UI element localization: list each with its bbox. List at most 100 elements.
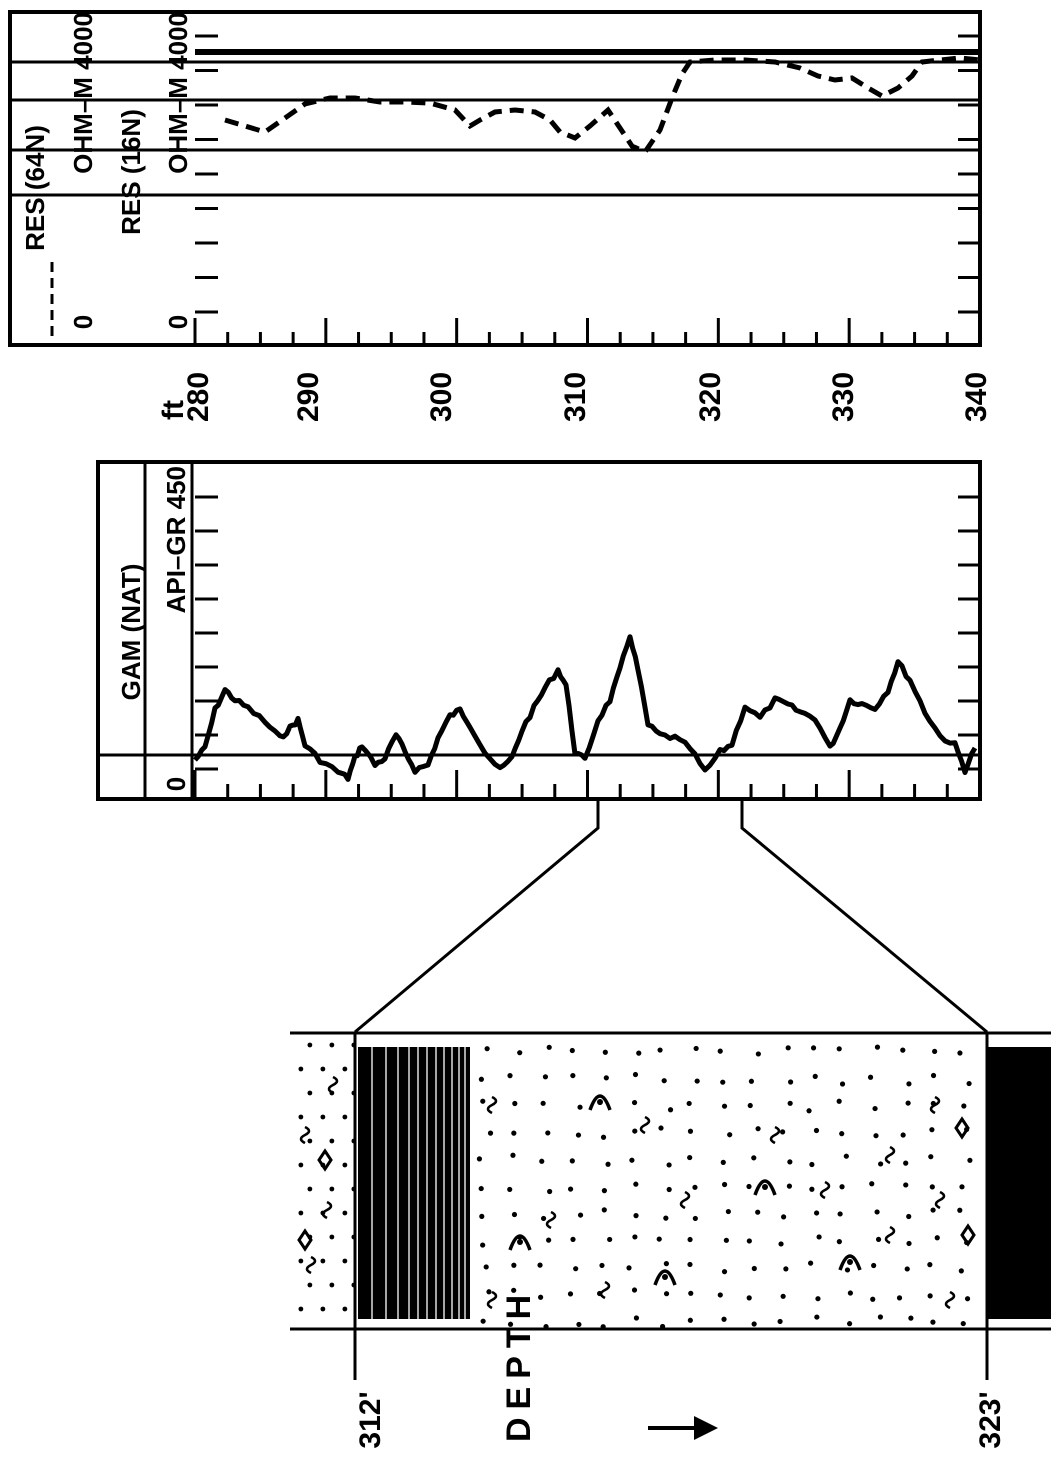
connector-right: [740, 799, 988, 1034]
sand-dot: [329, 1186, 335, 1192]
sand-dot: [748, 1078, 755, 1084]
sand-dot: [479, 1213, 485, 1219]
res16-scale-max: OHM–M 4000: [163, 12, 193, 174]
sand-dot: [693, 1045, 699, 1052]
resistivity-grid-ticks: [193, 34, 982, 345]
sand-dot: [908, 1315, 914, 1321]
sand-dot: [632, 1128, 638, 1134]
sand-dot: [507, 1073, 513, 1079]
sand-dot: [320, 1114, 326, 1120]
sand-dot: [657, 1047, 663, 1053]
sand-dot: [806, 1108, 812, 1114]
depth-tick-label: 310: [559, 372, 592, 422]
sand-dot: [539, 1158, 545, 1164]
sand-dot: [511, 1211, 518, 1218]
sand-dot: [573, 1266, 579, 1272]
sand-dot: [877, 1314, 883, 1320]
depth-tick-label: 300: [425, 372, 458, 422]
sand-dot: [329, 1042, 335, 1048]
sand-dot: [687, 1236, 693, 1243]
sand-dot: [721, 1269, 728, 1275]
sand-dot: [666, 1186, 672, 1193]
sand-dot: [725, 1208, 731, 1215]
sand-dot: [844, 1267, 851, 1273]
sand-dot: [721, 1181, 728, 1188]
core-bottom-depth: 323': [974, 1391, 1007, 1448]
sand-dot: [567, 1186, 574, 1192]
sand-dot: [867, 1074, 874, 1080]
gamma-track: GAM (NAT) 0 API–GR 450: [96, 460, 982, 801]
sand-dot: [329, 1138, 335, 1144]
sand-dot: [636, 1050, 642, 1056]
tilde-symbol-icon: [486, 1290, 498, 1310]
depth-tick-label: 340: [960, 372, 993, 422]
sand-dot: [480, 1318, 486, 1324]
sand-dot: [484, 1046, 490, 1052]
tilde-symbol-icon: [599, 1280, 611, 1300]
sand-dot: [546, 1237, 552, 1243]
lithology-symbols: [297, 1075, 976, 1310]
sand-dot: [600, 1134, 607, 1140]
sand-dot: [930, 1072, 937, 1079]
sand-dot: [476, 1156, 483, 1162]
fossil-symbol-icon: [753, 1179, 777, 1196]
sand-dot: [511, 1262, 517, 1268]
fossil-symbol-dot: [597, 1099, 603, 1105]
diamond-symbol-icon: [960, 1223, 976, 1247]
sand-dot: [667, 1107, 674, 1113]
core-top-depth: 312': [354, 1391, 387, 1448]
sand-dot: [329, 1234, 335, 1240]
sand-dot: [780, 1129, 786, 1135]
sand-dot: [873, 1133, 879, 1139]
sand-dot: [537, 1262, 543, 1268]
sand-dot: [633, 1181, 639, 1187]
sand-dot: [599, 1262, 605, 1269]
sand-dot: [957, 1207, 963, 1213]
sand-dot: [928, 1154, 934, 1160]
sand-dot: [846, 1321, 853, 1327]
sand-dot: [721, 1316, 727, 1322]
sand-dot: [809, 1186, 815, 1192]
sand-dot: [843, 1153, 849, 1159]
tilde-symbol-icon: [944, 1290, 956, 1310]
sand-dot: [836, 1098, 842, 1104]
depth-tick-label: 290: [292, 372, 325, 422]
sand-dot: [298, 1258, 304, 1264]
depth-arrow-label: DEPTH: [500, 1287, 538, 1442]
sand-dot: [787, 1159, 793, 1165]
sand-dot: [778, 1241, 784, 1247]
sand-dot: [871, 1262, 877, 1269]
sand-dot: [542, 1074, 549, 1080]
sand-dot: [658, 1125, 664, 1131]
fossil-symbol-icon: [588, 1094, 612, 1111]
sand-dot: [720, 1079, 726, 1085]
sand-dot: [957, 1050, 963, 1056]
tilde-symbol-icon: [486, 1095, 498, 1115]
sand-dot: [298, 1162, 304, 1168]
sand-dot: [320, 1066, 326, 1072]
sand-dot: [967, 1157, 973, 1163]
sand-dot: [307, 1090, 313, 1096]
sand-dot: [721, 1103, 728, 1109]
sand-dot: [342, 1114, 348, 1120]
sand-dot: [717, 1048, 723, 1054]
sand-dot: [687, 1317, 693, 1323]
sand-dot: [342, 1210, 348, 1216]
fossil-symbol-dot: [517, 1239, 523, 1245]
sand-dot: [607, 1236, 613, 1243]
sand-dot: [787, 1079, 794, 1085]
sand-dot: [307, 1042, 313, 1048]
depth-tick-label: 330: [827, 372, 860, 422]
sand-dot: [839, 1184, 845, 1190]
sand-dot: [666, 1162, 672, 1168]
gamma-scale-max: API–GR 450: [161, 466, 191, 613]
sand-dot: [342, 1066, 348, 1072]
sand-dot: [720, 1159, 726, 1165]
gamma-scale-min: 0: [161, 777, 191, 791]
sand-dot: [480, 1242, 486, 1248]
res16-label: RES (16N): [116, 109, 146, 235]
sand-dot: [545, 1130, 551, 1136]
sand-dot: [836, 1046, 842, 1052]
diamond-symbol-icon: [954, 1116, 970, 1140]
sand-dot: [307, 1282, 313, 1288]
